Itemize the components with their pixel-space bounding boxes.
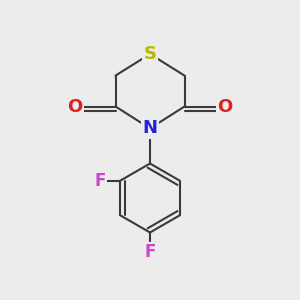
Text: N: N [142,119,158,137]
Text: S: S [143,45,157,63]
Text: O: O [218,98,232,116]
Text: O: O [68,98,82,116]
Text: F: F [144,243,156,261]
Text: F: F [94,172,105,190]
